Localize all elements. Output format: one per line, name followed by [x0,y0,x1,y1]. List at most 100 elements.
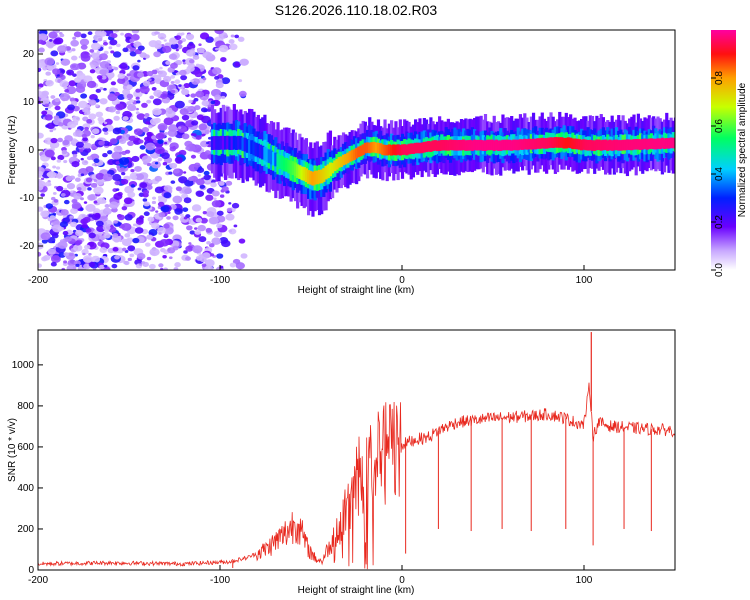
spectrogram-noise-cell [126,93,134,99]
spectrogram-noise-cell [127,245,136,252]
spectrogram-noise-cell [117,93,126,101]
spectrogram-noise-cell [90,182,98,188]
colorbar-tick-label: 0.6 [714,119,725,133]
spectrogram-noise-cell [197,224,206,232]
spectrogram-noise-cell [80,173,85,177]
spectrogram-noise-cell [63,260,68,264]
spectrogram-noise-cell [185,33,195,41]
spectrogram-noise-cell [135,88,141,93]
spectrogram-noise-cell [80,33,87,39]
spectrogram-ridge-cell [634,139,638,150]
spectrogram-noise-cell [102,127,109,132]
spectrogram-noise-cell [215,82,224,89]
spectrogram-noise-cell [225,213,235,221]
spectrogram-ridge-cell [440,140,444,151]
spectrogram-noise-cell [198,43,202,46]
spectrogram-ridge-cell [387,144,392,155]
spectrogram-noise-cell [157,157,163,162]
spectrogram-ridge-cell [429,141,433,152]
spectrogram-noise-cell [228,39,235,44]
spectrogram-noise-cell [162,255,167,259]
spectrogram-noise-cell [205,94,210,98]
spectrogram-ridge-cell [645,139,649,150]
spectrogram-noise-cell [116,43,121,48]
spectrogram-noise-cell [38,171,44,176]
spectrogram-noise-cell [59,80,69,88]
spectrogram-noise-cell [111,263,118,269]
spectrogram-noise-cell [112,51,122,58]
spectrogram-noise-cell [57,226,64,232]
snr-y-tick-label: 0 [28,565,34,576]
spectrogram-noise-cell [75,263,80,268]
spectrogram-noise-cell [151,222,160,230]
spectrogram-noise-cell [167,211,171,215]
spectrogram-noise-cell [234,62,240,67]
spectrogram-noise-cell [76,72,86,80]
spectrogram-noise-cell [57,241,68,249]
spectrogram-noise-cell [103,264,108,268]
spectrogram-noise-cell [75,141,85,148]
spectrogram-noise-cell [188,176,194,182]
spectrogram-noise-cell [195,255,203,261]
spectrogram-ridge-cell [374,142,378,154]
spectrogram-noise-cell [99,215,108,222]
spectrogram-noise-cell [73,31,82,38]
spectrogram-noise-cell [185,245,194,252]
spectrogram-noise-cell [98,37,103,42]
spectrogram-noise-cell [214,30,224,35]
spectrogram-noise-cell [169,146,177,152]
spectrogram-ridge-cell [518,139,523,150]
spectrogram-noise-cell [110,50,115,54]
snr-y-tick-label: 600 [17,442,34,453]
spectrogram-noise-cell [96,75,103,80]
spectrogram-noise-cell [206,241,211,245]
spectrogram-noise-cell [109,39,118,46]
spectrogram-noise-cell [50,255,61,263]
spectrogram-ridge-cell [287,159,291,174]
spectrogram-ridge-cell [558,137,562,148]
spectrogram-noise-cell [60,209,69,216]
spectrogram-noise-cell [221,239,231,248]
spectrogram-noise-cell [40,210,49,218]
spectrogram-noise-cell [231,202,240,209]
spectrogram-noise-cell [72,36,77,40]
spectrogram-ridge-cell [501,139,505,151]
spectrogram-ridge-cell [494,139,499,151]
spectrogram-noise-cell [44,181,52,187]
spectrogram-noise-cell [120,167,125,171]
spectrogram-noise-cell [186,43,196,50]
spectrogram-noise-cell [67,259,76,267]
spectrogram-ridge-cell [470,140,474,151]
spectrogram-noise-cell [81,160,89,166]
spectrogram-ridge-cell [258,144,263,159]
spectrogram-noise-cell [143,201,151,207]
spectrogram-ridge-cell [612,139,616,151]
spectrogram-ridge-cell [521,139,525,150]
spectrogram-noise-cell [52,127,57,131]
spectrogram-x-tick-label: -100 [210,275,230,286]
spectrogram-noise-cell [188,59,195,64]
spectrogram-ridge-cell [328,162,333,177]
spectrogram-noise-cell [112,127,122,135]
spectrogram-noise-cell [113,66,119,71]
spectrogram-noise-cell [81,214,86,218]
snr-x-tick-label: 0 [399,575,405,586]
spectrogram-noise-cell [44,149,55,158]
spectrogram-noise-cell [131,174,138,180]
spectrogram-noise-cell [213,230,223,238]
spectrogram-noise-cell [157,195,163,200]
spectrogram-ridge-cell [274,152,278,167]
spectrogram-noise-cell [71,201,82,210]
spectrogram-noise-cell [107,93,118,102]
spectrogram-noise-cell [113,192,123,200]
spectrogram-noise-cell [124,149,131,154]
spectrogram-noise-cell [157,201,165,207]
spectrogram-noise-cell [93,186,104,195]
spectrogram-noise-cell [66,182,76,190]
spectrogram-noise-cell [162,45,172,53]
spectrogram-noise-cell [183,83,191,89]
spectrogram-ridge-cell [383,144,387,156]
spectrogram-ridge-cell [490,139,494,151]
spectrogram-noise-cell [38,33,48,42]
